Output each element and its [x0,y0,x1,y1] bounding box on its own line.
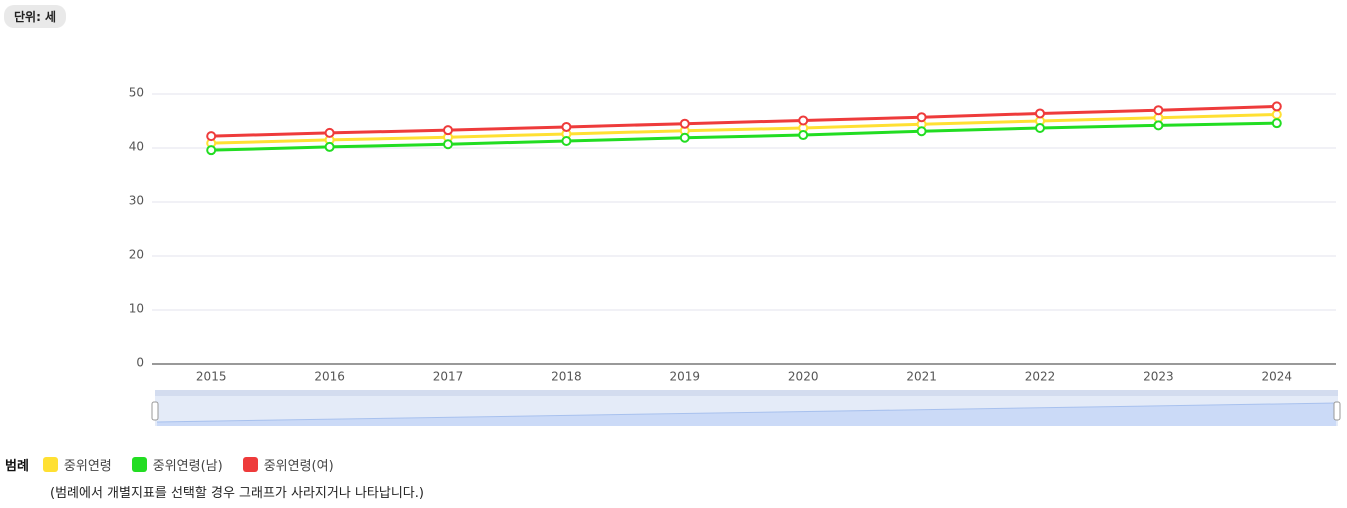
legend-title: 범례 [5,459,29,474]
point [1153,120,1164,131]
x-tick-label: 2024 [1262,370,1293,384]
chart: 0 10 20 30 40 50 2015 2016 2017 2018 2019 2020 2021 2… [129,86,1341,426]
x-tick-label: 2020 [788,370,819,384]
y-tick-label: 0 [136,356,144,370]
legend-item[interactable]: 중위연령(여) [242,455,334,474]
point [798,130,809,141]
y-tick-label: 30 [129,194,144,208]
point [1271,118,1282,129]
point [443,125,453,136]
point [443,139,453,150]
legend-label: 중위연령(여) [263,459,334,474]
legend-note: (범례에서 개별지표를 선택할 경우 그래프가 사라지거나 나타납니다.) [50,486,424,501]
legend-item[interactable]: 중위연령 [42,455,112,474]
x-tick-label: 2023 [1143,370,1174,384]
series-line [211,113,1277,145]
x-tick-label: 2019 [670,370,701,384]
y-tick-label: 10 [129,302,144,316]
x-tick-label: 2016 [314,370,345,384]
x-tick-label: 2018 [551,370,582,384]
x-tick-label: 2017 [433,370,464,384]
point [1035,123,1045,134]
y-tick-label: 50 [129,86,144,100]
point [1271,101,1282,112]
navigator-handle[interactable] [151,401,159,421]
series [206,109,1282,149]
x-tick-label: 2015 [196,370,227,384]
navigator-area [157,403,1336,426]
legend-label: 중위연령 [63,459,112,474]
point [679,118,690,129]
point [679,132,690,143]
point [1153,105,1164,116]
point [561,135,572,146]
x-tick-label: 2021 [906,370,937,384]
x-tick-label: 2022 [1025,370,1056,384]
series-line [211,104,1277,138]
series [206,118,1282,156]
unit-badge: 단위: 세 [4,5,67,28]
legend-swatch [242,457,258,472]
point [1035,108,1045,119]
y-tick-label: 20 [129,248,144,262]
navigator-line [156,402,1337,423]
point [324,141,335,152]
point [1271,109,1282,120]
point [206,131,217,142]
legend-label: 중위연령(남) [152,459,223,474]
navigator-handle[interactable] [1333,401,1341,421]
navigator[interactable] [151,390,1341,426]
point [916,126,927,137]
point [324,127,335,138]
legend-swatch [131,457,147,472]
y-tick-label: 40 [129,140,144,154]
point [561,121,572,132]
legend-item[interactable]: 중위연령(남) [131,455,223,474]
legend-swatch [42,457,58,472]
point [206,145,217,156]
series [206,101,1282,142]
legend: 범례 중위연령 중위연령(남) 중위연령(여) [5,455,354,474]
series-line [211,121,1277,152]
point [798,115,809,126]
point [916,112,927,123]
navigator-bar [155,390,1338,396]
